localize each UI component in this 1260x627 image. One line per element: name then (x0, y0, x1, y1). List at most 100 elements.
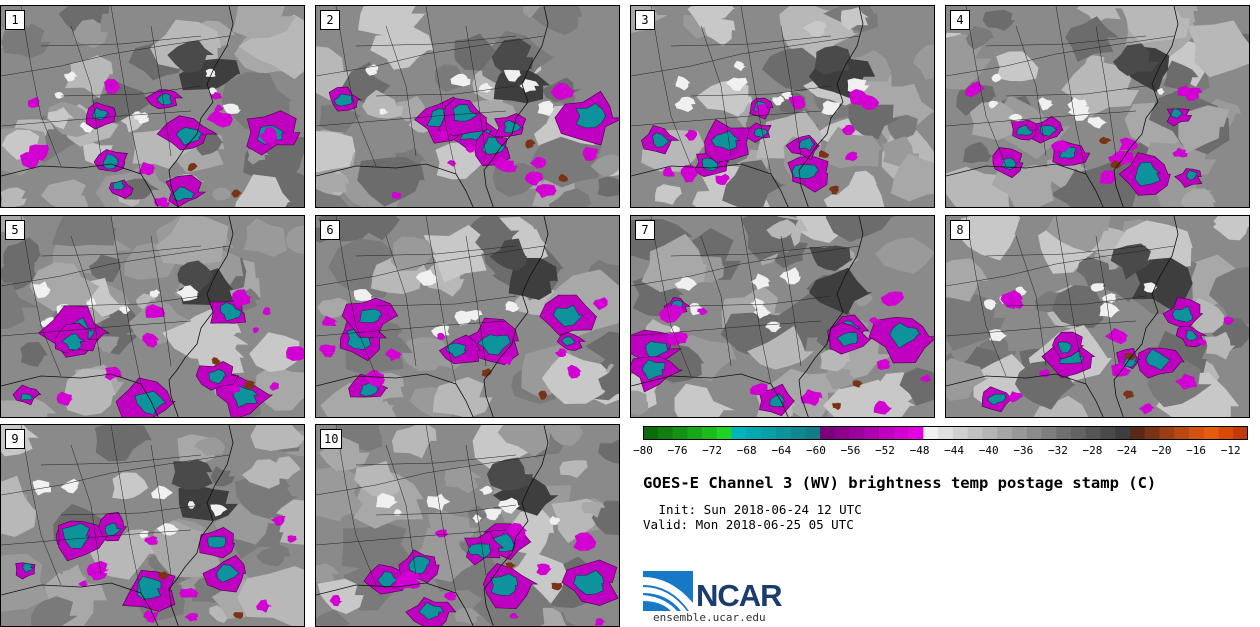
wv-map (316, 6, 619, 207)
state-borders (316, 216, 549, 417)
colorbar-tick-label: −80 (633, 444, 653, 457)
colorbar-tick-label: −28 (1082, 444, 1103, 457)
colorbar-tick-label: −16 (1186, 444, 1207, 457)
colorbar-bin (657, 426, 673, 440)
member-panel: 8 (945, 215, 1250, 418)
wv-map (316, 425, 619, 626)
state-borders (1, 425, 234, 626)
state-borders (316, 6, 549, 207)
member-panel: 4 (945, 5, 1250, 208)
member-panel: 2 (315, 5, 620, 208)
colorbar-bin (1159, 426, 1175, 440)
colorbar-bin (820, 426, 836, 440)
member-panel: 9 (0, 424, 305, 627)
colorbar-bin (982, 426, 998, 440)
member-panel: 3 (630, 5, 935, 208)
wv-map (316, 216, 619, 417)
brightness-field (316, 425, 619, 626)
member-number: 6 (320, 220, 340, 240)
member-panel: 5 (0, 215, 305, 418)
state-borders (316, 425, 549, 626)
colorbar-bin (1129, 426, 1146, 440)
colorbar-tick-label: −36 (1013, 444, 1034, 457)
member-number: 10 (320, 429, 343, 449)
colorbar-bin (672, 426, 688, 440)
colorbar-tick-label: −24 (1117, 444, 1137, 457)
colorbar-bin (938, 426, 954, 440)
colorbar-tick-label: −72 (702, 444, 723, 457)
member-panel: 7 (630, 215, 935, 418)
wv-map (631, 216, 934, 417)
colorbar-bin (761, 426, 777, 440)
wv-map (631, 6, 934, 207)
colorbar-bin (805, 426, 821, 440)
member-number: 5 (5, 220, 25, 240)
ncar-logo-text: NCAR (696, 578, 783, 613)
state-borders (631, 6, 864, 207)
colorbar-bin (849, 426, 865, 440)
colorbar-bin (1218, 426, 1234, 440)
colorbar-bin (790, 426, 806, 440)
colorbar-bin (879, 426, 895, 440)
colorbar-tick-label: −68 (736, 444, 757, 457)
member-number: 4 (950, 10, 970, 30)
colorbar-tick-label: −56 (840, 444, 861, 457)
colorbar-tick-label: −32 (1047, 444, 1068, 457)
colorbar-bin (746, 426, 762, 440)
page-title: GOES-E Channel 3 (WV) brightness temp po… (643, 474, 1157, 492)
colorbar-bin (1144, 426, 1160, 440)
colorbar-bin (1188, 426, 1205, 440)
member-panel: 10 (315, 424, 620, 627)
state-borders (631, 216, 864, 417)
wv-map (946, 6, 1249, 207)
colorbar-bin (864, 426, 880, 440)
colorbar-tick-label: −40 (978, 444, 999, 457)
valid-time: Valid: Mon 2018-06-25 05 UTC (643, 517, 854, 532)
brightness-field (946, 6, 1249, 207)
state-borders (1, 216, 234, 417)
colorbar (643, 426, 1248, 440)
brightness-field (1, 216, 304, 417)
colorbar-tick-label: −12 (1220, 444, 1241, 457)
colorbar-bin (643, 426, 659, 440)
member-panel: 6 (315, 215, 620, 418)
colorbar-bin (1233, 426, 1248, 440)
colorbar-bin (893, 426, 909, 440)
member-number: 7 (635, 220, 655, 240)
member-number: 2 (320, 10, 340, 30)
state-borders (1, 6, 234, 207)
colorbar-tick-label: −76 (667, 444, 688, 457)
colorbar-bin (1100, 426, 1116, 440)
colorbar-tick-label: −64 (771, 444, 792, 457)
colorbar-bin (1041, 426, 1057, 440)
colorbar-tick-label: −44 (944, 444, 965, 457)
colorbar-bin (702, 426, 718, 440)
brightness-field (316, 6, 619, 207)
colorbar-bin (952, 426, 968, 440)
colorbar-bin (687, 426, 703, 440)
brightness-field (1, 425, 304, 626)
colorbar-bin (997, 426, 1013, 440)
member-number: 8 (950, 220, 970, 240)
init-time: Init: Sun 2018-06-24 12 UTC (651, 502, 862, 517)
wv-map (1, 6, 304, 207)
wv-map (1, 216, 304, 417)
state-borders (946, 6, 1179, 207)
colorbar-bin (1056, 426, 1072, 440)
colorbar-bin (967, 426, 983, 440)
member-number: 1 (5, 10, 25, 30)
colorbar-bin (1011, 426, 1027, 440)
member-number: 3 (635, 10, 655, 30)
colorbar-bin (731, 426, 747, 440)
colorbar-bin (923, 426, 939, 440)
colorbar-tick-labels: −80 −76 −72 −68 −64 −60 −56 −52 −48 −44 −40 −36 −32 −… (633, 444, 1248, 460)
colorbar-bin (775, 426, 791, 440)
colorbar-bin (1085, 426, 1101, 440)
colorbar-tick-label: −52 (875, 444, 895, 457)
colorbar-bin (1174, 426, 1190, 440)
colorbar-tick-label: −48 (909, 444, 930, 457)
colorbar-tick-label: −60 (805, 444, 826, 457)
member-panel: 1 (0, 5, 305, 208)
brightness-field (316, 216, 619, 417)
colorbar-bin (716, 426, 732, 440)
